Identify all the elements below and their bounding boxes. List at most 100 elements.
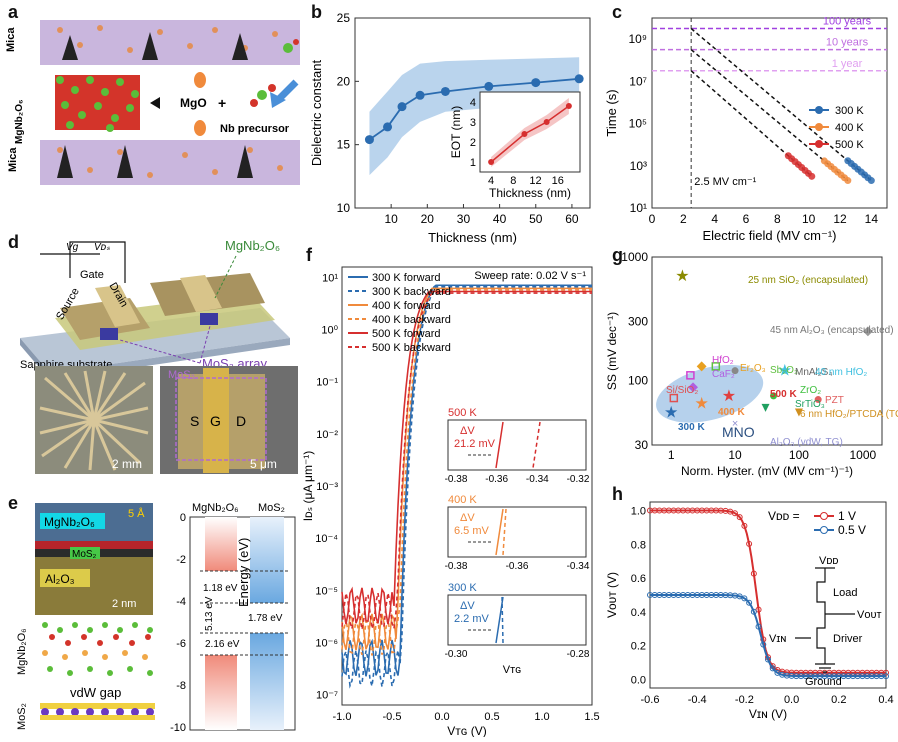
- svg-text:-6: -6: [176, 638, 186, 650]
- x-tick-label: 8: [774, 212, 781, 226]
- panel-d: d Vɡ Vᴅₛ Gate Drain Source MgNb₂O₆ Sapph…: [0, 228, 300, 483]
- x-tick-label: 1.5: [584, 711, 599, 723]
- legend-label: 400 K: [835, 122, 864, 134]
- inset-backward-line: [502, 508, 507, 556]
- ss-vs-hysteresis-chart: ★ ★ ★ ★ ★ × 25 nm SiO₂ (encapsulated) 45 nm Al₂…: [605, 250, 898, 478]
- point-label: PZT: [825, 395, 844, 406]
- x-tick-label: 50: [529, 212, 543, 226]
- panel-h: h -0.6 -0.4 -0.2 0.0 0.2 0.4 0.0 0.2 0.4 0.6 0.8 1.…: [600, 480, 898, 737]
- label-mica-bottom: Mica: [7, 147, 19, 172]
- panel-label: c: [612, 2, 623, 22]
- x-tick-label: 10: [728, 448, 742, 462]
- band-gap-178: 1.78 eV: [248, 613, 283, 624]
- y-tick-label: 10¹: [630, 201, 647, 215]
- y-tick-label: 0.4: [631, 607, 646, 619]
- inset-x-tick: -0.32: [567, 474, 590, 485]
- inset-frame: [447, 594, 587, 646]
- data-point-star: ★: [694, 396, 708, 413]
- x-axis-label: Vɪɴ (V): [749, 707, 787, 721]
- inset-x-tick: -0.38: [445, 561, 468, 572]
- panel-label: f: [306, 245, 312, 265]
- y-tick-label: 10⁻³: [316, 481, 338, 493]
- x-tick-label: 1.0: [534, 711, 549, 723]
- data-point: [397, 102, 407, 112]
- inset-delta-value: 2.2 mV: [454, 613, 490, 625]
- mgnb-conduction-band: [205, 517, 237, 571]
- band-offset-216: 2.16 eV: [205, 639, 240, 650]
- legend-label: 400 K backward: [372, 314, 451, 326]
- x-tick-label: 20: [421, 212, 435, 226]
- panel-c: c 100 years 10 years 1 year 0 2 4 6 8 10 12 14 10¹ 1…: [600, 0, 898, 245]
- label-g: G: [210, 413, 221, 429]
- label-mgnb2o6: MgNb₂O₆: [14, 99, 25, 144]
- y-tick-label: 10¹: [322, 272, 338, 284]
- y-tick-label: 0.2: [631, 641, 646, 653]
- y-tick-label: 10³: [630, 159, 647, 173]
- extrapolation-line: [690, 27, 872, 182]
- x-tick-label: 100: [789, 448, 809, 462]
- transfer-curve: [341, 289, 592, 656]
- data-point: [574, 74, 584, 84]
- inset-point: [543, 119, 550, 125]
- legend-label: 300 K forward: [372, 272, 440, 284]
- transfer-curve: [650, 594, 886, 678]
- data-point-circle: [770, 392, 778, 400]
- x-tick-label: 0.2: [831, 694, 846, 706]
- data-point-star: ★: [778, 363, 792, 380]
- x-tick-label: 0.4: [878, 694, 893, 706]
- label-tem-mgnb: MgNb₂O₆: [44, 515, 95, 529]
- x-tick-label: 1: [668, 448, 675, 462]
- transfer-curve: [341, 292, 592, 630]
- y-tick-label: 10⁻²: [316, 429, 338, 441]
- panel-label: h: [612, 484, 623, 504]
- data-point-star: ★: [664, 404, 678, 421]
- panel-e: e MgNb₂O₆ MoS₂ Al₂O₃ 5 Å 2 nm vdW gap Mg…: [0, 485, 300, 737]
- data-point: [755, 623, 762, 630]
- band-offset-118: 1.18 eV: [203, 583, 238, 594]
- point-label: 300 K: [678, 422, 705, 433]
- data-point: [769, 665, 776, 672]
- svg-text:-10: -10: [170, 722, 186, 734]
- y-tick-label: 0.0: [631, 675, 646, 687]
- inset-y-tick: 2: [470, 137, 476, 149]
- label-tem-al2o3: Al₂O₃: [45, 572, 75, 586]
- data-point: [741, 595, 748, 602]
- band-ylabel: Energy (eV): [236, 538, 251, 607]
- data-point: [440, 86, 450, 96]
- inset-frame: [447, 419, 587, 471]
- y-tick-label: 10⁹: [629, 32, 648, 46]
- y-tick-label: 10⁰: [321, 325, 338, 337]
- point-label: MnAl₂S₄: [795, 367, 832, 378]
- point-label: 40 nm HfO₂: [815, 367, 867, 378]
- panel-a: a: [0, 0, 305, 228]
- x-tick-label: 4: [711, 212, 718, 226]
- point-label: CaF₂: [712, 369, 735, 380]
- x-tick-label: 10: [384, 212, 398, 226]
- legend-label: 400 K forward: [372, 300, 440, 312]
- panel-g: g ★ ★ ★ ★ ★ × 25 nm SiO₂ (encapsulated) 45 nm A…: [600, 245, 898, 480]
- inset-forward-line: [495, 508, 504, 556]
- panel-f: f -1.0 -0.5 0.0 0.5 1.0 1.5 10¹ 10⁰ 10⁻¹ 10⁻² 10⁻³…: [300, 245, 600, 738]
- data-point: [415, 90, 425, 100]
- inset-temperature: 300 K: [448, 582, 477, 594]
- inset-x-label: Thickness (nm): [489, 186, 571, 200]
- inset-x-tick: -0.34: [526, 474, 549, 485]
- inset-backward-line: [532, 421, 541, 469]
- label-vds: Vᴅₛ: [94, 242, 110, 253]
- legend-label: 300 K backward: [372, 286, 451, 298]
- label-tem-mos2: MoS₂: [72, 549, 97, 560]
- y-axis-label: Vᴏᴜᴛ (V): [605, 572, 619, 618]
- legend-label: 0.5 V: [838, 523, 866, 537]
- inset-point: [488, 159, 495, 165]
- data-point: [808, 172, 816, 180]
- panel-b: b 10 20 30 40 50 60 10 15 20 25 Thickness (nm) Diel…: [305, 0, 600, 245]
- data-point: [844, 177, 852, 185]
- label-gate: Gate: [80, 269, 104, 281]
- circuit-driver: Driver: [833, 633, 863, 645]
- legend-label: 500 K: [835, 139, 864, 151]
- inset-backward-line: [501, 596, 504, 644]
- data-point-circle: [731, 367, 739, 375]
- panel-label: e: [8, 493, 19, 513]
- panel-label: d: [8, 232, 19, 252]
- field-annotation: 2.5 MV cm⁻¹: [694, 176, 756, 188]
